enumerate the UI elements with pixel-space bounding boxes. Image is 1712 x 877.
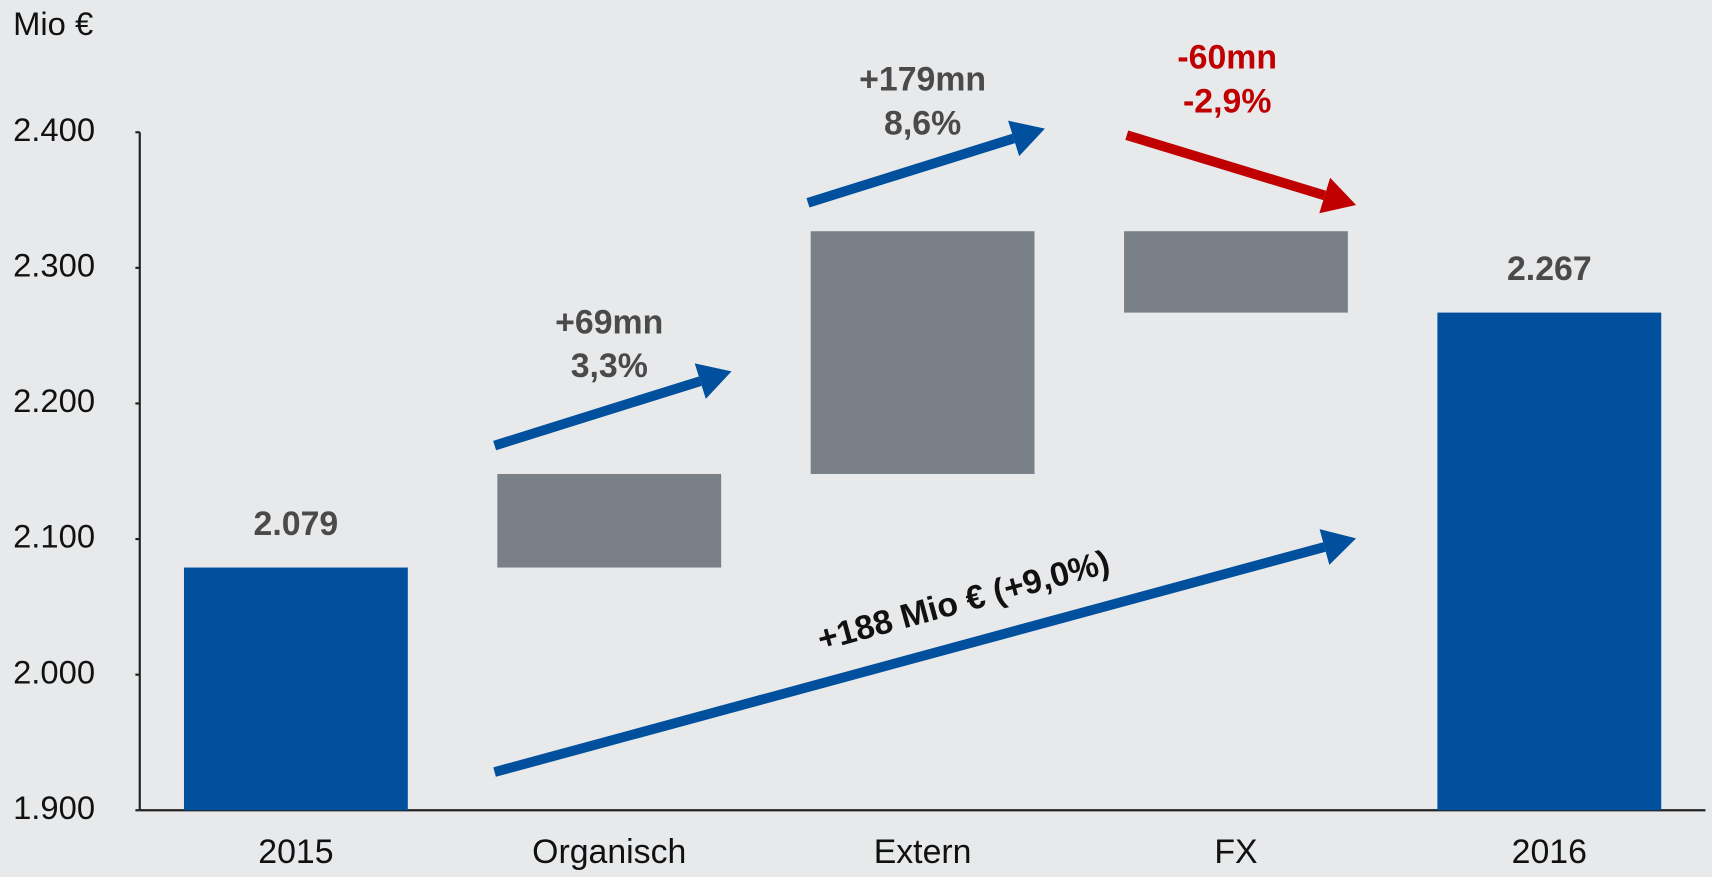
y-tick-label: 2.000 [13,653,95,690]
bar [183,567,408,811]
bar [1124,231,1348,313]
percent-label: 3,3% [571,347,648,385]
bar [810,231,1035,474]
y-tick-label: 1.900 [13,789,95,826]
percent-label: -2,9% [1183,82,1271,120]
x-tick-label: Organisch [532,833,686,871]
y-tick-label: 2.100 [13,518,95,555]
arrow-shaft [493,542,1326,777]
value-label: +179mn [859,61,986,99]
arrow-shaft [1125,130,1327,201]
y-tick-label: 2.400 [13,111,95,148]
arrow-shaft [806,133,1016,208]
value-label: 2.079 [254,505,339,543]
arrow-shaft [493,376,702,451]
y-tick-label: 2.200 [13,382,95,419]
arrow-head [694,363,732,399]
percent-label: 8,6% [884,104,961,142]
value-label: 2.267 [1507,250,1592,288]
arrow-head [1319,177,1357,214]
x-tick-label: 2016 [1512,833,1587,871]
arrow-head [1319,529,1357,565]
x-tick-label: Extern [874,833,972,871]
bar [1437,312,1662,811]
x-tick-label: 2015 [258,833,333,871]
y-axis-label: Mio € [13,5,93,42]
value-label: -60mn [1177,39,1277,77]
y-tick-label: 2.300 [13,247,95,284]
arrow-head [1008,120,1045,157]
x-tick-label: FX [1214,833,1257,871]
bar [497,473,722,568]
value-label: +69mn [555,303,663,341]
